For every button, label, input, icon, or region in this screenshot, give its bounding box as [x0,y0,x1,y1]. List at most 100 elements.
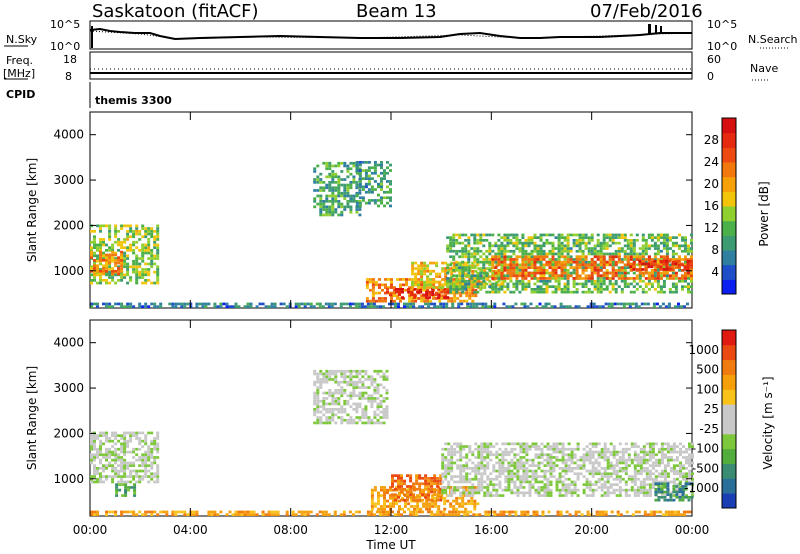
data-cell [555,483,559,486]
data-cell [548,233,552,237]
data-cell [303,305,307,308]
data-cell [328,183,332,187]
data-cell [385,410,389,414]
data-cell [485,260,489,264]
data-cell [90,305,93,308]
data-cell [434,505,438,508]
data-cell [543,464,547,467]
data-cell [480,267,484,270]
data-cell [135,232,139,236]
data-cell [512,271,516,275]
data-cell [407,288,411,291]
data-cell [455,285,459,288]
data-cell [438,283,442,287]
data-cell [656,279,660,283]
colorbar-tick-label: 8 [711,243,719,257]
data-cell [129,230,133,233]
data-cell [603,442,607,446]
data-cell [602,239,606,242]
data-cell [279,302,283,306]
data-cell [632,279,636,283]
data-cell [612,472,616,476]
data-cell [566,249,570,253]
data-cell [144,467,148,470]
data-cell [408,294,412,298]
data-cell [386,505,389,508]
data-cell [654,475,658,478]
data-cell [126,305,130,308]
data-cell [316,202,320,206]
data-cell [379,375,383,379]
data-cell [667,305,671,308]
data-cell [111,259,115,262]
data-cell [328,172,332,176]
data-cell [96,246,99,249]
data-cell [434,502,438,506]
data-cell [545,279,549,283]
data-cell [138,265,142,269]
data-cell [671,236,675,239]
data-cell [614,288,618,291]
data-cell [521,260,525,264]
data-cell [358,189,362,192]
data-cell [147,464,151,467]
data-cell [614,249,618,253]
data-cell [657,464,661,467]
data-cell [546,483,550,486]
data-cell [108,230,112,233]
data-cell [234,302,238,306]
data-cell [400,498,403,502]
data-cell [483,494,487,497]
data-cell [325,213,329,217]
data-cell [502,302,506,306]
data-cell [476,239,480,242]
data-cell [661,302,665,306]
data-cell [93,243,96,247]
data-cell [415,482,419,486]
data-cell [521,249,525,253]
data-cell [433,302,437,306]
data-cell [554,247,558,250]
data-cell [102,272,105,276]
data-cell [524,244,528,248]
data-cell [558,491,562,495]
data-cell [343,178,347,181]
data-cell [96,264,99,268]
data-cell [542,279,546,283]
data-cell [111,475,115,478]
cpid-panel: CPID themis 3300 [6,82,172,108]
data-cell [688,464,691,467]
data-cell [473,258,477,261]
data-cell [111,439,115,443]
data-cell [665,255,669,259]
data-cell [458,269,462,272]
data-cell [518,274,522,278]
data-cell [530,241,534,245]
data-cell [474,469,478,473]
data-cell [558,442,562,446]
data-cell [551,244,555,248]
data-cell [361,196,365,200]
data-cell [599,279,603,283]
data-cell [596,274,600,278]
data-cell [135,475,139,478]
data-cell [446,290,450,294]
data-cell [319,210,323,214]
data-cell [611,260,615,264]
data-cell [477,461,481,465]
data-cell [554,285,558,288]
data-cell [120,464,124,467]
data-cell [611,266,615,269]
data-cell [606,458,610,462]
data-cell [355,386,359,389]
data-cell [506,255,510,259]
data-cell [450,488,454,492]
data-cell [546,494,550,497]
data-cell [462,445,466,448]
data-cell [114,264,118,268]
data-cell [626,266,630,269]
data-cell [623,236,627,239]
data-cell [623,249,627,253]
data-cell [639,464,643,467]
data-cell [382,372,386,376]
